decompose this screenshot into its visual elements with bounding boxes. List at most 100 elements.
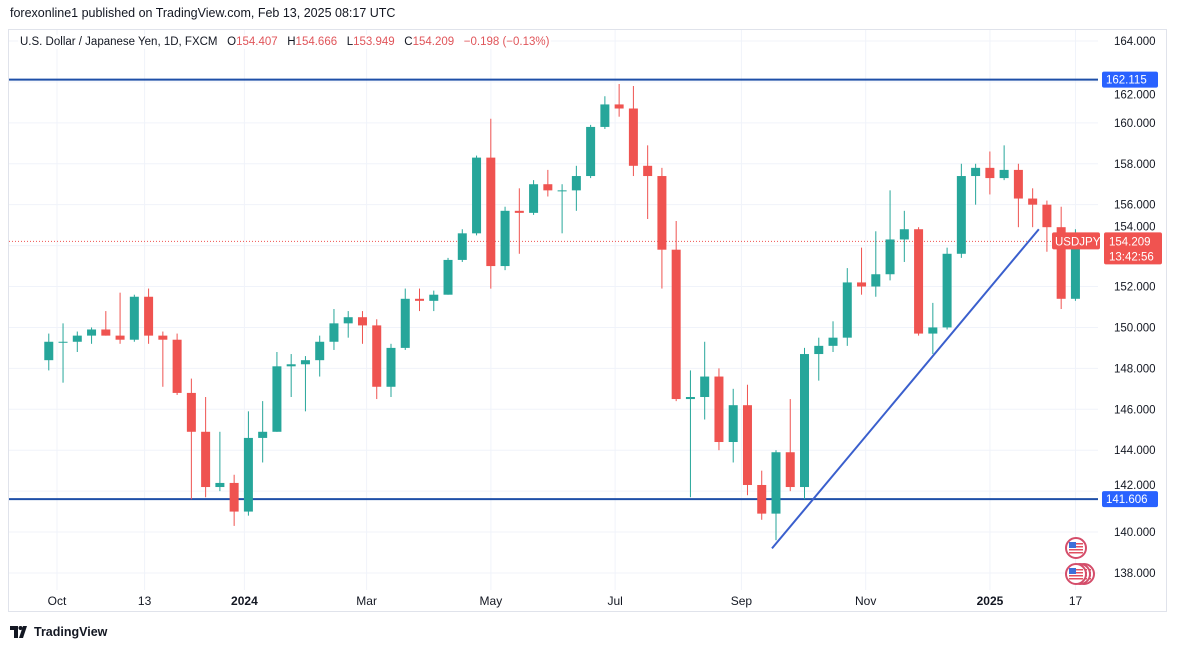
symbol-name: U.S. Dollar / Japanese Yen, 1D, FXCM — [20, 36, 218, 48]
candle-body — [72, 335, 82, 342]
level-price-tag — [1102, 71, 1158, 88]
candle-body — [800, 354, 810, 488]
tradingview-logo-icon — [10, 626, 27, 638]
candle-body — [44, 341, 54, 361]
candle-body — [172, 339, 182, 393]
candle-body — [557, 190, 567, 192]
candle-body — [1056, 227, 1066, 299]
x-tick-label: Jul — [607, 594, 622, 608]
grid — [9, 30, 1098, 590]
candle-body — [400, 298, 410, 348]
y-tick-label: 154.000 — [1114, 221, 1156, 233]
candle-body — [215, 482, 225, 488]
y-tick-label: 152.000 — [1114, 282, 1156, 294]
high-value: 154.666 — [295, 36, 338, 48]
candle-body — [87, 329, 97, 336]
symbol-legend: U.S. Dollar / Japanese Yen, 1D, FXCM O 15… — [18, 35, 552, 49]
y-tick-label: 150.000 — [1114, 322, 1156, 334]
candle-body — [785, 452, 795, 488]
candle-body — [985, 167, 995, 179]
candle-body — [315, 341, 325, 361]
flag-stripe — [1069, 578, 1083, 580]
candle-body — [258, 431, 268, 438]
chart-pane[interactable] — [8, 29, 1167, 612]
candle-body — [771, 452, 781, 514]
candle-body — [614, 104, 624, 109]
candle-body — [129, 296, 139, 340]
candle-body — [971, 167, 981, 177]
y-tick-label: 164.000 — [1114, 36, 1156, 48]
y-tick-label: 140.000 — [1114, 527, 1156, 539]
candle-body — [300, 360, 310, 365]
symbol-tag — [1052, 232, 1100, 250]
y-tick-label: 156.000 — [1114, 200, 1156, 212]
candle-body — [443, 259, 453, 295]
candle-body — [885, 239, 895, 275]
x-tick-label: Nov — [855, 594, 876, 608]
x-tick-label: Sep — [731, 594, 753, 608]
candle-body — [586, 126, 596, 177]
candle-body — [571, 176, 581, 191]
candle-body — [685, 397, 695, 400]
open-label: O — [227, 36, 237, 48]
candle-body — [115, 335, 125, 340]
candle-body — [999, 169, 1009, 179]
trendline — [771, 228, 1040, 550]
candle-body — [486, 157, 496, 267]
y-tick-label: 138.000 — [1114, 568, 1156, 580]
candle-body — [757, 484, 767, 514]
candle-body — [343, 317, 353, 324]
candle-body — [144, 296, 154, 336]
countdown-label: 13:42:56 — [1109, 251, 1154, 263]
flag-stripe — [1069, 549, 1083, 551]
y-tick-label: 148.000 — [1114, 363, 1156, 375]
candle-body — [842, 282, 852, 338]
x-tick-label: Mar — [356, 594, 377, 608]
x-tick-label: 13 — [138, 594, 152, 608]
candle-body — [657, 176, 667, 250]
low-value: 153.949 — [353, 36, 395, 48]
close-label: C — [404, 36, 413, 48]
candle-body — [1028, 198, 1038, 205]
y-tick-label: 146.000 — [1114, 404, 1156, 416]
candle-body — [871, 274, 881, 287]
candle-body — [899, 229, 909, 240]
trendline — [771, 228, 1040, 550]
low-label: L — [346, 36, 354, 48]
candle-body — [928, 327, 938, 334]
candle-body — [158, 335, 168, 340]
candle-body — [742, 405, 752, 485]
candle-body — [286, 364, 296, 367]
symbol-tag-label: USDJPY — [1055, 236, 1101, 248]
candle-body — [415, 298, 425, 301]
candle-body — [728, 405, 738, 443]
level-price-tag — [1102, 491, 1158, 508]
candle-body — [386, 347, 396, 387]
candle-body — [472, 157, 482, 234]
candle-body — [372, 325, 382, 387]
price-axis: 138.000 140.000 142.000 144.000 146.000 148.0… — [1114, 36, 1156, 580]
last-price-tag — [1104, 232, 1162, 265]
candle-body — [243, 437, 253, 512]
tradingview-logo[interactable]: TradingView — [10, 625, 107, 639]
candle-body — [229, 482, 239, 512]
last-price-label: 154.209 — [1109, 236, 1151, 248]
y-tick-label: 158.000 — [1114, 159, 1156, 171]
candle-body — [514, 210, 524, 213]
candle-body — [272, 366, 282, 432]
candle-body — [357, 317, 367, 326]
candle-body — [942, 253, 952, 328]
y-tick-label: 142.000 — [1114, 480, 1156, 492]
x-tick-label: 17 — [1069, 594, 1083, 608]
candle-body — [643, 165, 653, 177]
candle-body — [529, 184, 539, 213]
candle-body — [914, 229, 924, 334]
high-label: H — [287, 36, 296, 48]
horizontal-lines — [9, 78, 1098, 501]
candle-body — [1013, 169, 1023, 199]
candle-body — [101, 329, 111, 336]
flag-stripe — [1069, 575, 1083, 577]
candle-body — [457, 233, 467, 260]
candle-body — [956, 176, 966, 254]
